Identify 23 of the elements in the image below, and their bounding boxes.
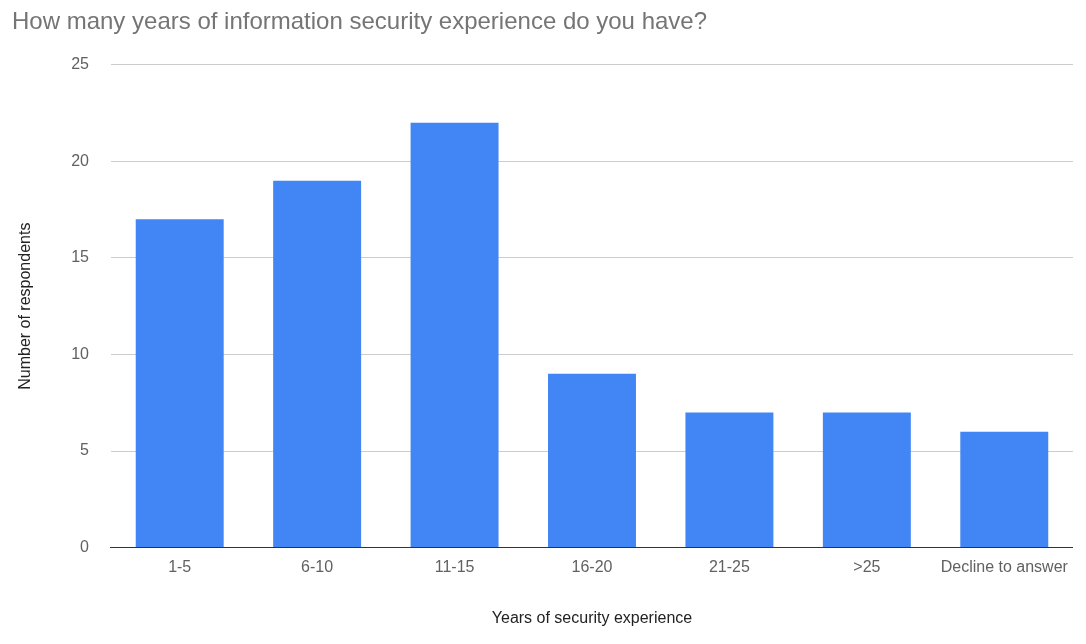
chart-title: How many years of information security experience do you have? [12, 7, 708, 35]
x-tick-label: >25 [853, 557, 881, 575]
y-tick-label: 15 [71, 248, 90, 266]
x-tick-label: 16-20 [571, 557, 613, 575]
bar [548, 373, 636, 548]
x-axis-title: Years of security experience [491, 608, 693, 626]
x-tick-label: 6-10 [301, 557, 334, 575]
y-tick-label: 10 [71, 344, 90, 362]
x-tick-label: 1-5 [168, 557, 192, 575]
y-tick-label: 25 [71, 55, 90, 73]
y-tick-label: 0 [80, 538, 90, 556]
bar [960, 431, 1049, 548]
y-axis-title: Number of respondents [16, 222, 34, 390]
bar [685, 412, 774, 548]
x-tick-label: 21-25 [708, 557, 750, 575]
x-tick-label: 11-15 [434, 557, 475, 575]
bar [410, 122, 499, 548]
y-tick-label: 5 [80, 441, 90, 459]
bar [135, 219, 224, 548]
y-tick-label: 20 [71, 151, 90, 169]
bar [822, 412, 911, 548]
bar [273, 180, 362, 548]
x-tick-label: Decline to answer [940, 557, 1069, 575]
